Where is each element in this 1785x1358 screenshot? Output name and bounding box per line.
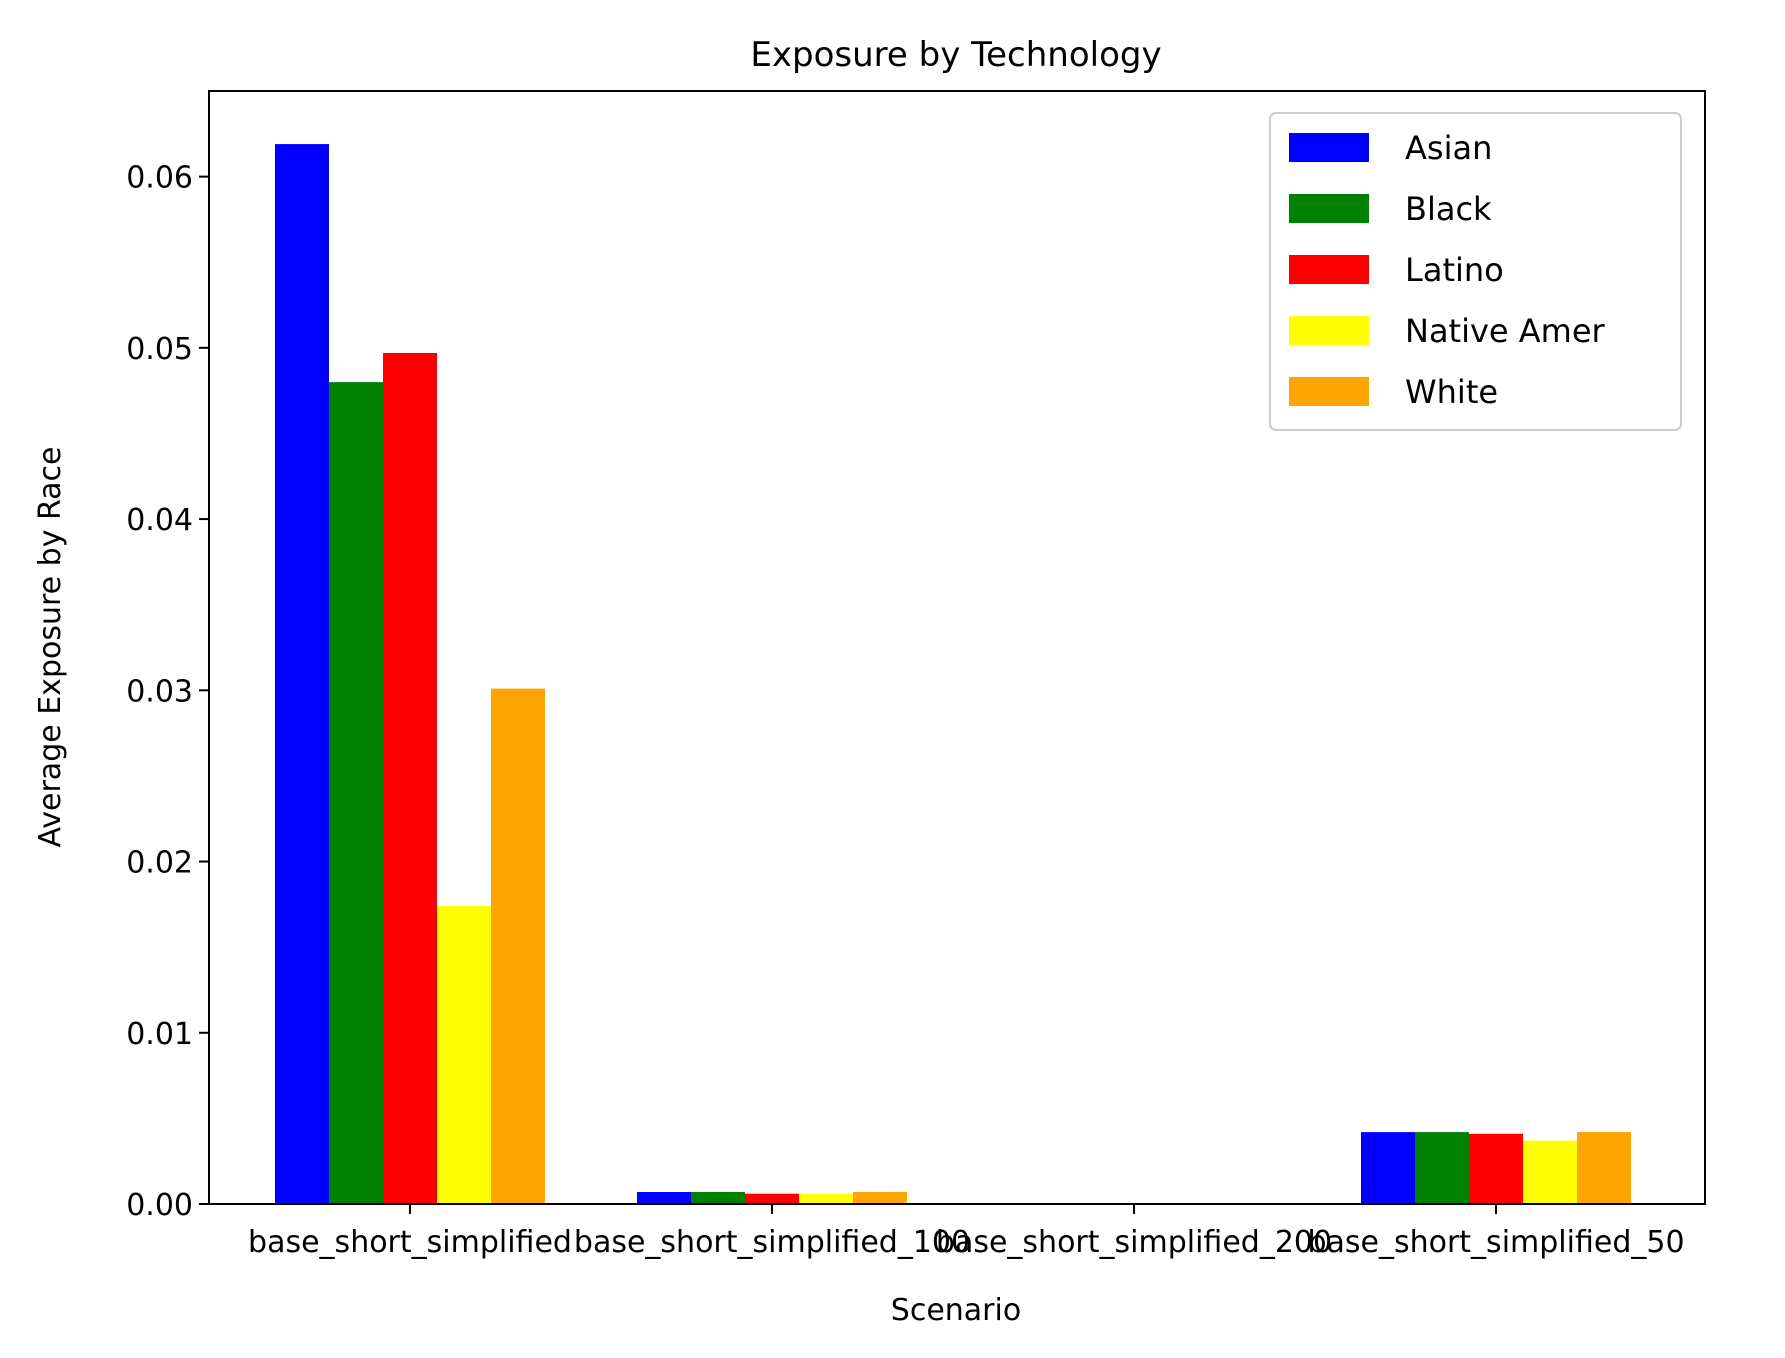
y-tick-label: 0.02: [126, 846, 193, 881]
legend-swatch: [1289, 316, 1369, 345]
bar: [1361, 1132, 1415, 1204]
bar: [745, 1193, 799, 1204]
bars-layer: [275, 144, 1631, 1205]
legend-label: Asian: [1405, 129, 1492, 167]
bar: [1415, 1132, 1469, 1204]
y-tick-label: 0.00: [126, 1188, 193, 1223]
y-tick-label: 0.04: [126, 503, 193, 538]
bar: [1523, 1140, 1577, 1204]
x-tick-label: base_short_simplified_200: [936, 1225, 1332, 1260]
legend-label: Latino: [1405, 251, 1504, 289]
bar: [437, 906, 491, 1204]
chart-title: Exposure by Technology: [750, 35, 1161, 75]
bar: [853, 1192, 907, 1204]
y-tick-label: 0.03: [126, 674, 193, 709]
y-tick-label: 0.05: [126, 332, 193, 367]
bar: [491, 688, 545, 1204]
bar: [275, 144, 329, 1204]
y-axis-label: Average Exposure by Race: [33, 446, 68, 847]
bar: [329, 382, 383, 1205]
x-tick-label: base_short_simplified: [248, 1225, 572, 1260]
legend-swatch: [1289, 255, 1369, 284]
y-tick-label: 0.06: [126, 161, 193, 196]
legend-swatch: [1289, 133, 1369, 162]
legend-swatch: [1289, 377, 1369, 406]
bar: [637, 1192, 691, 1204]
x-axis: base_short_simplified base_short_simplifi…: [248, 1204, 1685, 1260]
bar: [691, 1192, 745, 1204]
bar: [1469, 1133, 1523, 1204]
x-tick-label: base_short_simplified_50: [1307, 1225, 1684, 1260]
legend-box: [1269, 112, 1682, 431]
legend-swatch: [1289, 194, 1369, 223]
legend-label: Native Amer: [1405, 312, 1606, 350]
bar: [1577, 1132, 1631, 1204]
legend-label: White: [1405, 373, 1498, 411]
bar: [383, 352, 437, 1205]
x-axis-label: Scenario: [891, 1293, 1021, 1328]
x-tick-label: base_short_simplified_100: [574, 1225, 970, 1260]
legend-label: Black: [1405, 190, 1492, 228]
y-axis: 0.00 0.01 0.02 0.03 0.04 0.05 0.06: [126, 161, 209, 1223]
plot-frame: [208, 90, 1706, 1205]
y-tick-label: 0.01: [126, 1017, 193, 1052]
legend: Asian Black Latino Native Amer White: [1269, 112, 1682, 431]
bar: [799, 1193, 853, 1204]
